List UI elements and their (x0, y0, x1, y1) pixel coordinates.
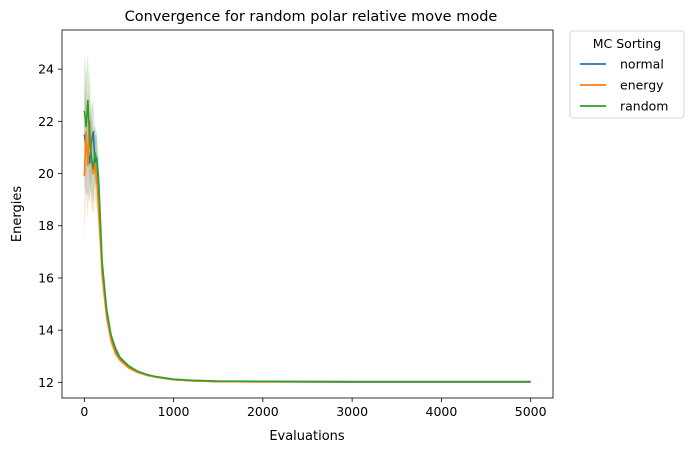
legend: MC Sorting normal energy random (569, 30, 685, 119)
series-band-energy (84, 69, 531, 383)
y-tick-label: 24 (38, 62, 54, 77)
chart-title: Convergence for random polar relative mo… (125, 9, 498, 25)
series-line-energy (83, 120, 531, 383)
y-tick-label: 18 (38, 218, 54, 233)
series-line-normal (83, 130, 531, 383)
y-tick-label: 14 (38, 323, 54, 338)
x-tick-label: 1000 (158, 404, 190, 419)
legend-label-energy: energy (620, 78, 664, 93)
y-tick-label: 12 (38, 375, 54, 390)
x-axis: 0 1000 2000 3000 4000 5000 (80, 398, 547, 419)
series-band-random (84, 53, 531, 383)
x-tick-label: 4000 (426, 404, 458, 419)
legend-label-random: random (620, 99, 668, 114)
series-band-normal (84, 82, 531, 383)
legend-title: MC Sorting (593, 36, 661, 51)
legend-box (569, 30, 685, 119)
y-tick-label: 20 (38, 166, 54, 181)
legend-label-normal: normal (620, 57, 664, 72)
y-tick-label: 16 (38, 270, 54, 285)
plot-area (83, 53, 531, 383)
x-tick-label: 3000 (336, 404, 368, 419)
x-tick-label: 2000 (247, 404, 279, 419)
x-axis-label: Evaluations (269, 429, 345, 444)
y-tick-label: 22 (38, 114, 54, 129)
plot-frame (61, 29, 554, 399)
y-axis: 12 14 16 18 20 22 24 (38, 62, 62, 390)
series-line-random (83, 99, 531, 383)
x-tick-label: 5000 (515, 404, 547, 419)
y-axis-label: Energies (10, 186, 25, 242)
x-tick-label: 0 (80, 404, 88, 419)
